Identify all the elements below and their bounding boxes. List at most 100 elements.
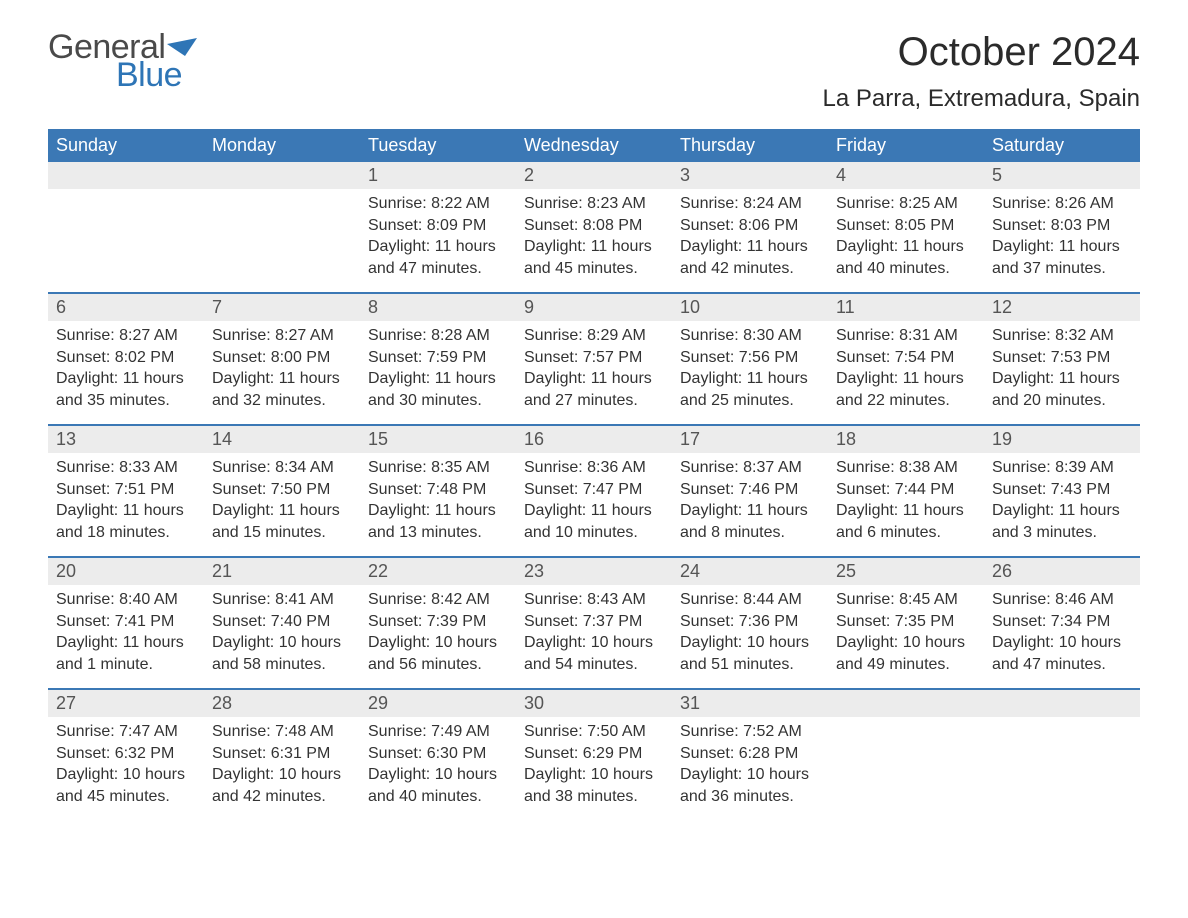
daylight-line: Daylight: 10 hours and 56 minutes.	[368, 632, 508, 675]
sunrise-line: Sunrise: 7:48 AM	[212, 721, 352, 743]
week-row: 1Sunrise: 8:22 AMSunset: 8:09 PMDaylight…	[48, 162, 1140, 292]
sunrise-line: Sunrise: 8:33 AM	[56, 457, 196, 479]
day-cell: 6Sunrise: 8:27 AMSunset: 8:02 PMDaylight…	[48, 294, 204, 424]
day-body	[828, 717, 984, 731]
day-body: Sunrise: 8:40 AMSunset: 7:41 PMDaylight:…	[48, 585, 204, 685]
sunrise-line: Sunrise: 7:50 AM	[524, 721, 664, 743]
day-body: Sunrise: 8:39 AMSunset: 7:43 PMDaylight:…	[984, 453, 1140, 553]
day-cell: 26Sunrise: 8:46 AMSunset: 7:34 PMDayligh…	[984, 558, 1140, 688]
sunrise-line: Sunrise: 8:35 AM	[368, 457, 508, 479]
month-title: October 2024	[823, 30, 1141, 75]
day-body: Sunrise: 8:46 AMSunset: 7:34 PMDaylight:…	[984, 585, 1140, 685]
day-cell	[828, 690, 984, 820]
day-body: Sunrise: 8:22 AMSunset: 8:09 PMDaylight:…	[360, 189, 516, 289]
day-cell: 5Sunrise: 8:26 AMSunset: 8:03 PMDaylight…	[984, 162, 1140, 292]
day-number: 25	[828, 558, 984, 585]
day-body: Sunrise: 8:38 AMSunset: 7:44 PMDaylight:…	[828, 453, 984, 553]
sunrise-line: Sunrise: 8:27 AM	[56, 325, 196, 347]
sunset-line: Sunset: 8:06 PM	[680, 215, 820, 237]
day-number: 19	[984, 426, 1140, 453]
sunrise-line: Sunrise: 8:40 AM	[56, 589, 196, 611]
sunrise-line: Sunrise: 7:52 AM	[680, 721, 820, 743]
sunset-line: Sunset: 7:50 PM	[212, 479, 352, 501]
daylight-line: Daylight: 11 hours and 8 minutes.	[680, 500, 820, 543]
sunset-line: Sunset: 7:40 PM	[212, 611, 352, 633]
sunset-line: Sunset: 7:48 PM	[368, 479, 508, 501]
header: General Blue October 2024 La Parra, Extr…	[48, 30, 1140, 113]
sunrise-line: Sunrise: 8:29 AM	[524, 325, 664, 347]
day-body: Sunrise: 7:47 AMSunset: 6:32 PMDaylight:…	[48, 717, 204, 817]
day-number: 1	[360, 162, 516, 189]
day-body	[984, 717, 1140, 731]
daylight-line: Daylight: 11 hours and 3 minutes.	[992, 500, 1132, 543]
dow-cell: Tuesday	[360, 129, 516, 162]
day-cell: 1Sunrise: 8:22 AMSunset: 8:09 PMDaylight…	[360, 162, 516, 292]
day-body: Sunrise: 8:33 AMSunset: 7:51 PMDaylight:…	[48, 453, 204, 553]
day-number: 2	[516, 162, 672, 189]
daylight-line: Daylight: 11 hours and 15 minutes.	[212, 500, 352, 543]
day-body: Sunrise: 7:49 AMSunset: 6:30 PMDaylight:…	[360, 717, 516, 817]
dow-cell: Saturday	[984, 129, 1140, 162]
week-row: 13Sunrise: 8:33 AMSunset: 7:51 PMDayligh…	[48, 424, 1140, 556]
sunrise-line: Sunrise: 7:49 AM	[368, 721, 508, 743]
day-number	[48, 162, 204, 189]
day-cell: 30Sunrise: 7:50 AMSunset: 6:29 PMDayligh…	[516, 690, 672, 820]
day-number: 7	[204, 294, 360, 321]
day-number: 13	[48, 426, 204, 453]
day-number: 4	[828, 162, 984, 189]
dow-cell: Thursday	[672, 129, 828, 162]
daylight-line: Daylight: 10 hours and 51 minutes.	[680, 632, 820, 675]
day-number: 24	[672, 558, 828, 585]
dow-cell: Sunday	[48, 129, 204, 162]
sunset-line: Sunset: 7:54 PM	[836, 347, 976, 369]
day-cell: 22Sunrise: 8:42 AMSunset: 7:39 PMDayligh…	[360, 558, 516, 688]
daylight-line: Daylight: 10 hours and 42 minutes.	[212, 764, 352, 807]
day-body: Sunrise: 8:37 AMSunset: 7:46 PMDaylight:…	[672, 453, 828, 553]
day-cell: 18Sunrise: 8:38 AMSunset: 7:44 PMDayligh…	[828, 426, 984, 556]
day-cell: 24Sunrise: 8:44 AMSunset: 7:36 PMDayligh…	[672, 558, 828, 688]
day-cell: 4Sunrise: 8:25 AMSunset: 8:05 PMDaylight…	[828, 162, 984, 292]
day-number	[984, 690, 1140, 717]
day-cell: 21Sunrise: 8:41 AMSunset: 7:40 PMDayligh…	[204, 558, 360, 688]
daylight-line: Daylight: 11 hours and 40 minutes.	[836, 236, 976, 279]
sunrise-line: Sunrise: 8:38 AM	[836, 457, 976, 479]
day-cell: 20Sunrise: 8:40 AMSunset: 7:41 PMDayligh…	[48, 558, 204, 688]
weeks-container: 1Sunrise: 8:22 AMSunset: 8:09 PMDaylight…	[48, 162, 1140, 820]
sunrise-line: Sunrise: 8:42 AM	[368, 589, 508, 611]
day-cell: 19Sunrise: 8:39 AMSunset: 7:43 PMDayligh…	[984, 426, 1140, 556]
day-body: Sunrise: 8:25 AMSunset: 8:05 PMDaylight:…	[828, 189, 984, 289]
day-cell: 3Sunrise: 8:24 AMSunset: 8:06 PMDaylight…	[672, 162, 828, 292]
sunrise-line: Sunrise: 8:37 AM	[680, 457, 820, 479]
day-cell: 23Sunrise: 8:43 AMSunset: 7:37 PMDayligh…	[516, 558, 672, 688]
day-cell: 28Sunrise: 7:48 AMSunset: 6:31 PMDayligh…	[204, 690, 360, 820]
sunrise-line: Sunrise: 8:30 AM	[680, 325, 820, 347]
sunrise-line: Sunrise: 8:43 AM	[524, 589, 664, 611]
day-number: 30	[516, 690, 672, 717]
day-cell: 31Sunrise: 7:52 AMSunset: 6:28 PMDayligh…	[672, 690, 828, 820]
daylight-line: Daylight: 11 hours and 1 minute.	[56, 632, 196, 675]
sunset-line: Sunset: 6:30 PM	[368, 743, 508, 765]
day-number: 8	[360, 294, 516, 321]
dow-cell: Wednesday	[516, 129, 672, 162]
sunset-line: Sunset: 7:46 PM	[680, 479, 820, 501]
day-number: 6	[48, 294, 204, 321]
day-number	[204, 162, 360, 189]
daylight-line: Daylight: 10 hours and 47 minutes.	[992, 632, 1132, 675]
day-cell: 13Sunrise: 8:33 AMSunset: 7:51 PMDayligh…	[48, 426, 204, 556]
day-number: 29	[360, 690, 516, 717]
day-cell	[48, 162, 204, 292]
sunset-line: Sunset: 8:08 PM	[524, 215, 664, 237]
sunset-line: Sunset: 7:44 PM	[836, 479, 976, 501]
daylight-line: Daylight: 10 hours and 49 minutes.	[836, 632, 976, 675]
sunset-line: Sunset: 7:35 PM	[836, 611, 976, 633]
daylight-line: Daylight: 11 hours and 30 minutes.	[368, 368, 508, 411]
day-number: 9	[516, 294, 672, 321]
sunset-line: Sunset: 7:36 PM	[680, 611, 820, 633]
daylight-line: Daylight: 11 hours and 45 minutes.	[524, 236, 664, 279]
day-cell: 10Sunrise: 8:30 AMSunset: 7:56 PMDayligh…	[672, 294, 828, 424]
daylight-line: Daylight: 10 hours and 36 minutes.	[680, 764, 820, 807]
day-body: Sunrise: 8:29 AMSunset: 7:57 PMDaylight:…	[516, 321, 672, 421]
sunrise-line: Sunrise: 8:28 AM	[368, 325, 508, 347]
sunrise-line: Sunrise: 8:34 AM	[212, 457, 352, 479]
daylight-line: Daylight: 10 hours and 58 minutes.	[212, 632, 352, 675]
